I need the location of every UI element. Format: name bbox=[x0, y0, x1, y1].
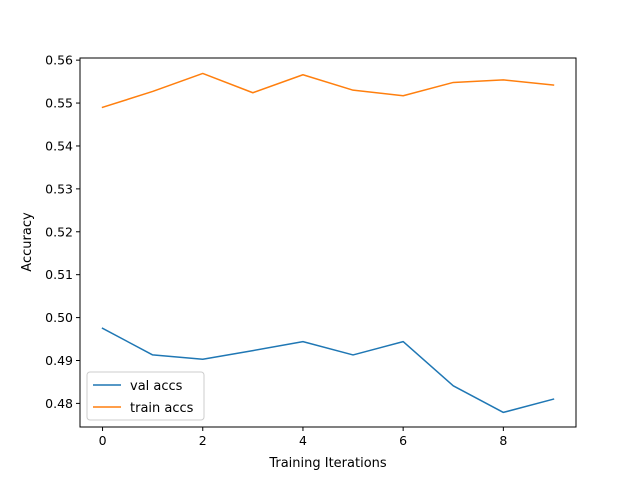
y-tick-label: 0.56 bbox=[45, 53, 73, 68]
x-axis-ticks: 0 2 4 6 8 bbox=[99, 427, 507, 448]
series-line-val-accs bbox=[101, 327, 555, 414]
y-tick-label: 0.53 bbox=[45, 181, 73, 196]
y-axis-label: Accuracy bbox=[20, 212, 35, 272]
x-tick-label: 4 bbox=[299, 433, 307, 448]
x-tick-label: 8 bbox=[499, 433, 507, 448]
y-tick-label: 0.54 bbox=[45, 138, 73, 153]
y-tick-label: 0.49 bbox=[45, 353, 73, 368]
x-axis-label: Training Iterations bbox=[268, 456, 387, 471]
axes-frame bbox=[79, 57, 577, 428]
y-tick-label: 0.50 bbox=[45, 310, 73, 325]
x-tick-label: 0 bbox=[99, 433, 107, 448]
legend-box bbox=[86, 371, 205, 421]
y-tick-label: 0.48 bbox=[45, 396, 73, 411]
legend: val accs train accs bbox=[86, 371, 205, 421]
legend-label-train-accs: train accs bbox=[130, 401, 194, 416]
series-line-train-accs bbox=[101, 72, 555, 109]
x-tick-label: 2 bbox=[199, 433, 207, 448]
y-axis-ticks: 0.48 0.49 0.50 0.51 0.52 0.53 0.54 0.55 0.56 bbox=[45, 53, 80, 411]
y-tick-label: 0.51 bbox=[45, 267, 73, 282]
y-tick-label: 0.52 bbox=[45, 224, 73, 239]
plot-area bbox=[101, 72, 555, 414]
legend-label-val-accs: val accs bbox=[130, 379, 183, 394]
y-tick-label: 0.55 bbox=[45, 96, 73, 111]
x-tick-label: 6 bbox=[399, 433, 407, 448]
